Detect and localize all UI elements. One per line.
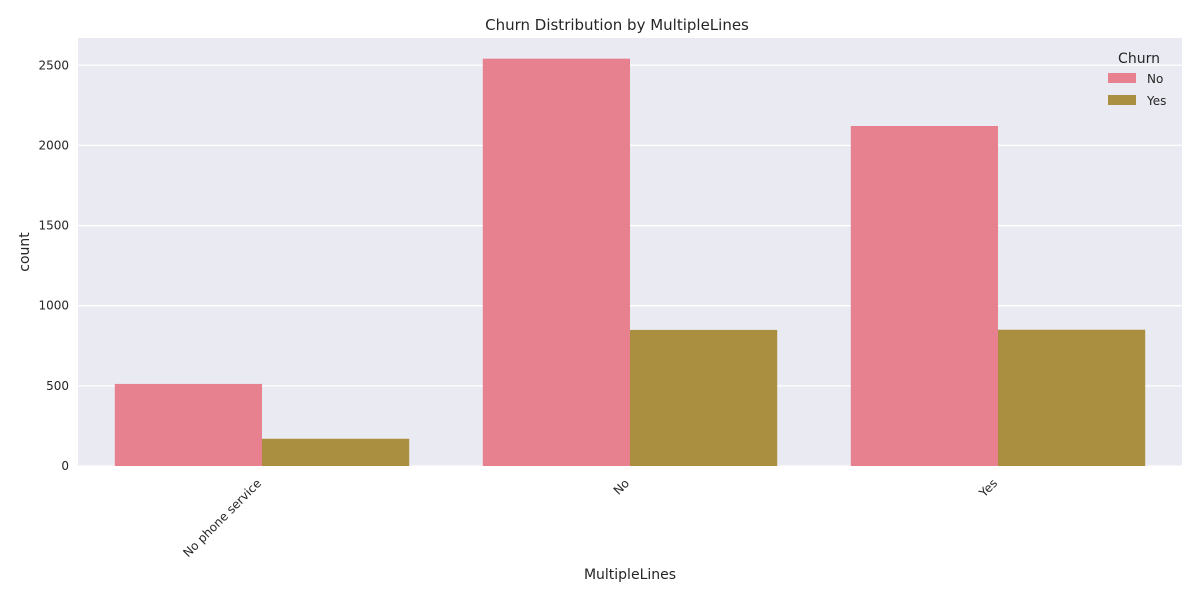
y-tick-label: 2000: [38, 138, 69, 152]
x-axis-ticks: No phone service No Yes: [180, 476, 1000, 560]
bars: [114, 58, 1146, 467]
bar: [630, 329, 778, 466]
bar: [114, 383, 262, 466]
bar: [850, 126, 998, 467]
legend-label: No: [1147, 72, 1163, 86]
x-axis-label: MultipleLines: [584, 567, 676, 583]
legend-label: Yes: [1146, 94, 1166, 108]
legend: Churn No Yes: [1108, 51, 1166, 108]
x-tick-label: Yes: [976, 476, 1000, 500]
bar: [482, 58, 630, 466]
bar: [262, 438, 410, 466]
chart-title: Churn Distribution by MultipleLines: [485, 16, 749, 34]
y-tick-label: 2500: [38, 58, 69, 72]
legend-title: Churn: [1118, 51, 1160, 67]
y-tick-label: 1500: [38, 219, 69, 233]
bar: [998, 329, 1146, 466]
y-tick-label: 1000: [38, 299, 69, 313]
y-axis-ticks: 0 500 1000 1500 2000 2500: [38, 58, 69, 473]
y-axis-label: count: [17, 232, 33, 272]
legend-swatch: [1108, 95, 1136, 105]
y-tick-label: 500: [46, 379, 69, 393]
x-tick-label: No phone service: [180, 476, 264, 560]
y-tick-label: 0: [61, 459, 69, 473]
x-tick-label: No: [611, 476, 632, 497]
legend-swatch: [1108, 73, 1136, 83]
